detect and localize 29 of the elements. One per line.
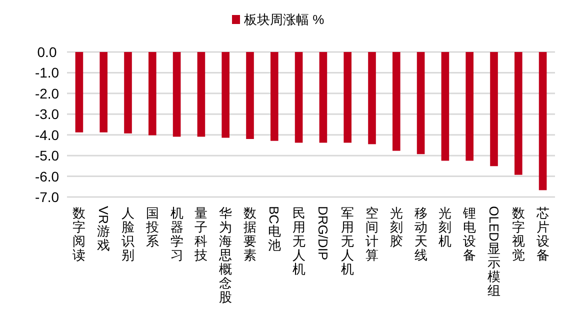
- y-tick-label: -2.0: [34, 85, 60, 102]
- x-tick-label: 光刻胶: [390, 205, 403, 248]
- y-tick-label: -6.0: [34, 168, 60, 184]
- x-tick-label: DRG/DIP: [316, 206, 331, 260]
- x-tick-label: 锂电设备: [463, 205, 476, 262]
- x-tick-label: 空间计算: [366, 205, 378, 262]
- x-tick-label: 国投系: [146, 205, 159, 248]
- y-tick-label: -1.0: [34, 64, 60, 81]
- x-tick-label: 数字阅读: [72, 205, 86, 262]
- x-tick-label: 数字视觉: [512, 205, 525, 262]
- x-tick-label: 移动天线: [414, 205, 428, 262]
- x-tick-label: OLED显示模组: [486, 206, 502, 298]
- x-tick-label: 机器学习: [170, 205, 184, 262]
- y-tick-label: -5.0: [34, 148, 60, 164]
- x-tick-label: 人脸识别: [122, 205, 134, 262]
- y-tick-label: 0.0: [37, 44, 57, 60]
- x-tick-label: 华为海思概念股: [219, 205, 232, 304]
- y-tick-label: -3.0: [34, 106, 60, 122]
- y-tick-label: -4.0: [34, 126, 60, 143]
- x-tick-label: 芯片设备: [536, 205, 550, 262]
- x-tick-label: 军用无人机: [341, 205, 354, 276]
- x-tick-label: 光刻机: [438, 205, 452, 248]
- x-tick-label: 数据要素: [244, 205, 256, 262]
- x-tick-label: 量子科技: [194, 205, 208, 262]
- x-tick-label: BC电池: [266, 206, 282, 252]
- legend-label: 板块周涨幅 %: [243, 12, 325, 27]
- y-tick-label: -7.0: [34, 189, 60, 205]
- x-tick-label: 民用无人机: [292, 205, 306, 276]
- x-tick-label: VR游戏: [96, 206, 111, 252]
